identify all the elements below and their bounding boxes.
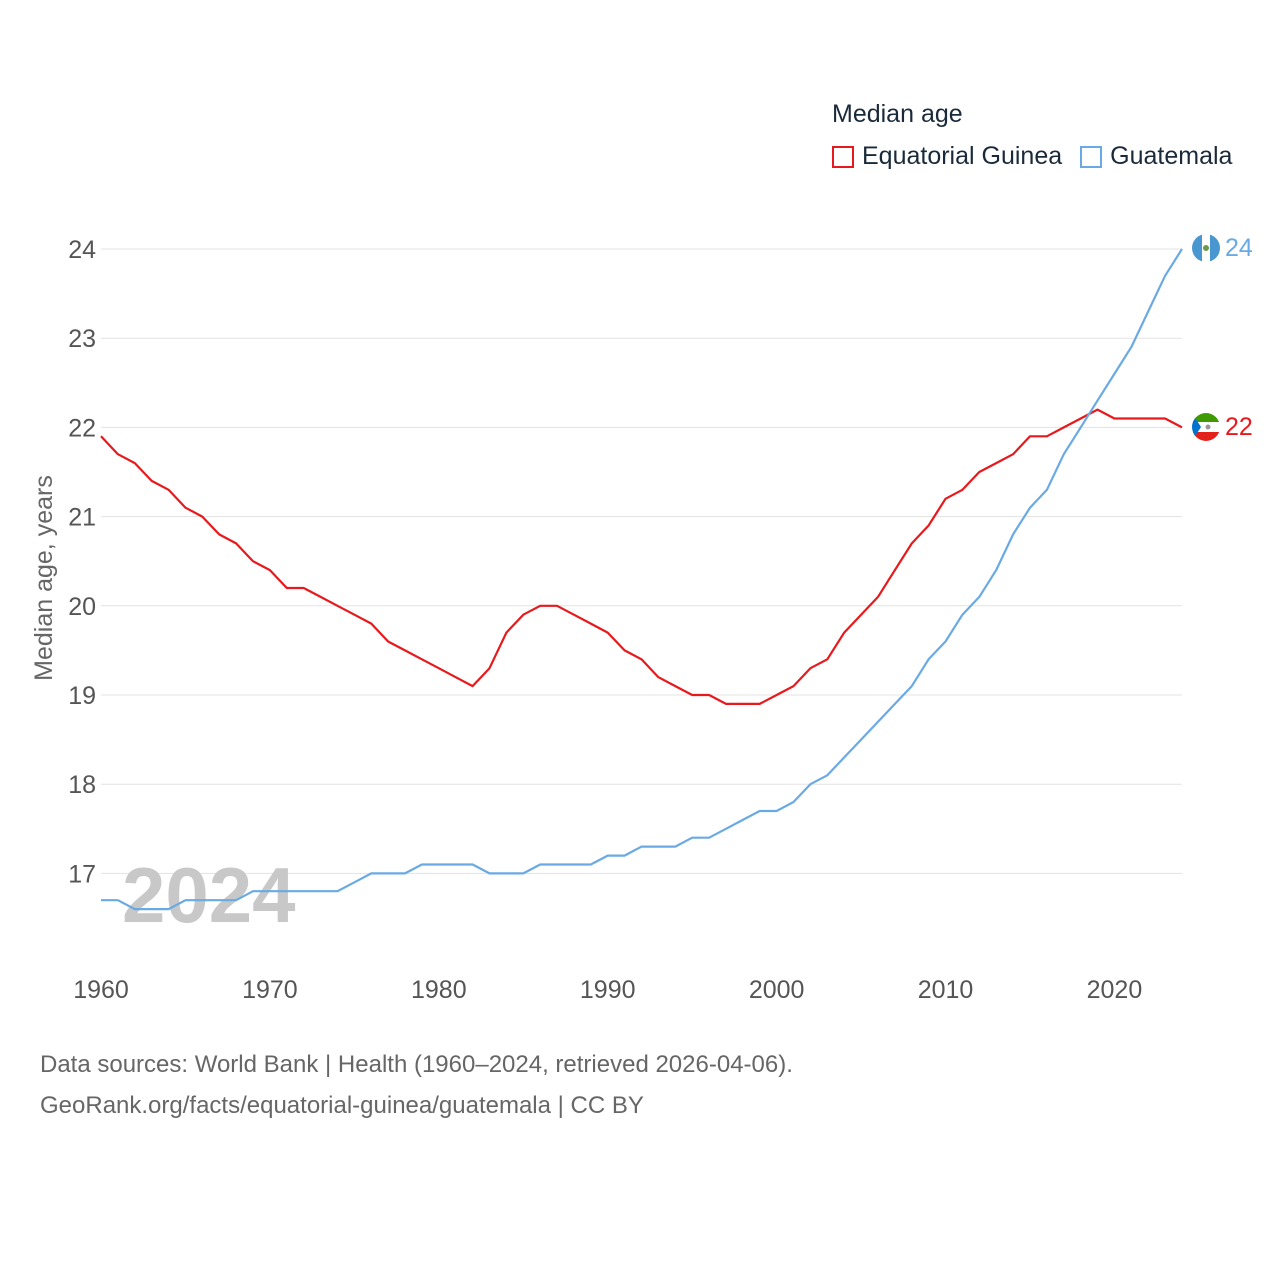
equatorial-guinea-end-label: 22 (1225, 413, 1253, 441)
y-tick-label: 18 (68, 771, 96, 799)
y-tick-label: 20 (68, 593, 96, 621)
y-tick-label: 17 (68, 860, 96, 888)
y-tick-label: 19 (68, 682, 96, 710)
x-tick-label: 2010 (918, 976, 974, 1004)
legend-label-equatorial-guinea: Equatorial Guinea (862, 142, 1063, 170)
y-axis-ticks: 17 18 19 20 21 22 23 24 (68, 236, 96, 888)
guatemala-end-label: 24 (1225, 234, 1253, 262)
x-tick-label: 2000 (749, 976, 805, 1004)
year-watermark: 2024 (122, 851, 296, 939)
x-tick-label: 1990 (580, 976, 636, 1004)
equatorial-guinea-flag-icon (1192, 413, 1220, 441)
y-tick-label: 23 (68, 325, 96, 353)
y-tick-label: 22 (68, 414, 96, 442)
x-tick-label: 1980 (411, 976, 467, 1004)
source-line: Data sources: World Bank | Health (1960–… (40, 1051, 793, 1078)
series-line-guatemala (101, 248, 1183, 911)
x-tick-label: 1970 (242, 976, 298, 1004)
legend-item-guatemala[interactable]: Guatemala (1080, 142, 1232, 171)
legend-swatch-guatemala (1080, 145, 1103, 168)
legend-label-guatemala: Guatemala (1110, 142, 1233, 170)
legend-item-equatorial-guinea[interactable]: Equatorial Guinea (832, 142, 1062, 171)
guatemala-flag-icon (1192, 234, 1220, 262)
source-link[interactable]: GeoRank.org/facts/equatorial-guinea/guat… (40, 1092, 644, 1119)
series-end-markers: 24 22 (1192, 234, 1253, 441)
source-note: Data sources: World Bank | Health (1960–… (40, 1044, 793, 1126)
series-lines (100, 248, 1183, 911)
x-tick-label: 2020 (1087, 976, 1143, 1004)
y-axis-label: Median age, years (30, 475, 58, 681)
legend-swatch-equatorial-guinea (832, 145, 854, 168)
y-tick-label: 24 (68, 236, 96, 264)
x-tick-label: 1960 (73, 976, 129, 1004)
series-line-equatorial-guinea (100, 408, 1183, 706)
x-axis-ticks: 1960 1970 1980 1990 2000 2010 2020 (73, 976, 1142, 1004)
legend: Equatorial Guinea Guatemala (832, 142, 1250, 171)
grid-lines (101, 248, 1182, 874)
y-tick-label: 21 (68, 504, 96, 532)
legend-title: Median age (832, 100, 963, 128)
